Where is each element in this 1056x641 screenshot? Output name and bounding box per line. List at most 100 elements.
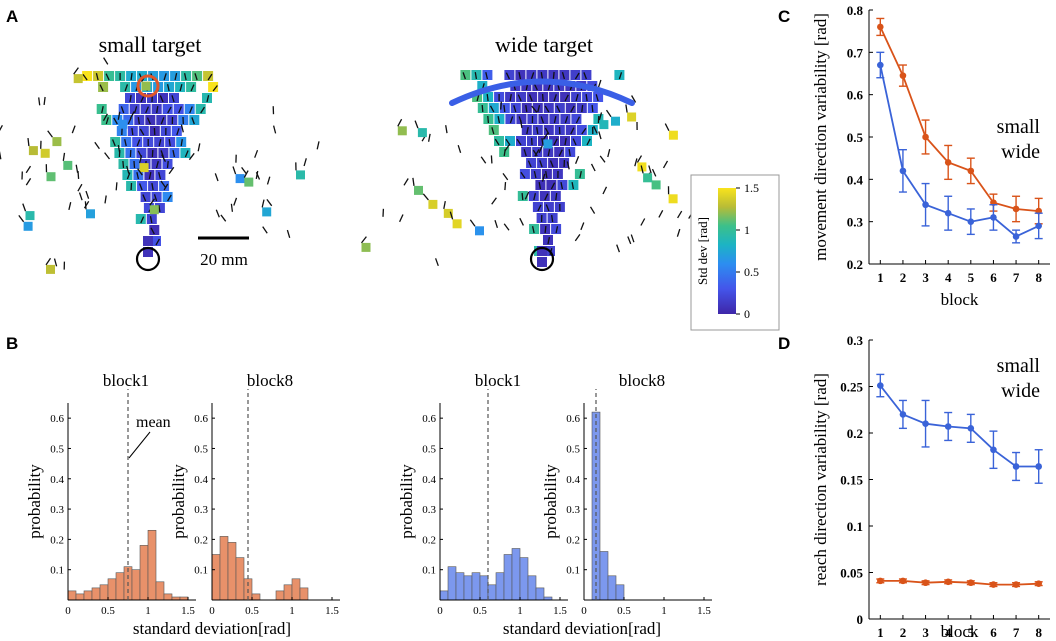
heatmap-cell [535, 180, 546, 190]
heatmap-cell [611, 116, 620, 126]
x-tick-label: 1 [661, 605, 667, 617]
heatmap-cell [98, 82, 109, 92]
colorbar-tick-label: 0.5 [744, 265, 759, 279]
direction-arrow [558, 149, 563, 157]
heatmap-cell [582, 136, 592, 146]
direction-arrow [167, 106, 172, 114]
direction-arrow [241, 167, 247, 175]
direction-arrow [155, 238, 160, 246]
heatmap-cell [361, 242, 371, 252]
y-tick-label: 0.6 [566, 413, 580, 425]
direction-arrow [469, 219, 476, 227]
direction-arrow [544, 225, 547, 234]
heatmap-cell [156, 115, 167, 125]
direction-arrow [316, 141, 320, 150]
x-tick-label: 3 [922, 625, 929, 640]
heatmap-cell [86, 209, 95, 219]
x-tick-label: 0.5 [101, 605, 115, 617]
direction-arrow [445, 125, 448, 134]
data-point [967, 167, 975, 175]
direction-arrow [566, 161, 570, 170]
x-axis-label: block [941, 290, 979, 309]
data-point [922, 201, 929, 209]
heatmap-cell [46, 172, 56, 182]
data-point [922, 133, 929, 141]
direction-arrow [552, 71, 555, 80]
data-point [944, 159, 952, 166]
legend-wide: wide [1001, 141, 1040, 163]
direction-arrow [163, 73, 167, 81]
direction-arrow [78, 192, 83, 201]
x-tick-label: 0 [581, 605, 587, 617]
data-point [967, 218, 975, 225]
hist-bar [211, 554, 221, 601]
heatmap-cell [504, 70, 515, 80]
direction-arrow [412, 177, 415, 186]
direction-arrow [25, 165, 32, 174]
data-point [1035, 580, 1042, 587]
x-tick-label: 0 [65, 605, 71, 617]
direction-arrow [547, 236, 551, 245]
heatmap-cell [195, 104, 206, 114]
direction-arrow [521, 192, 524, 201]
hist-bar [495, 572, 505, 601]
hist-bar [147, 529, 157, 601]
colorbar-tick-label: 1.5 [744, 181, 759, 195]
direction-arrow [403, 178, 409, 186]
direction-arrow [160, 117, 165, 125]
heatmap-cell [571, 92, 582, 102]
heatmap-cell [173, 104, 184, 114]
direction-arrow [533, 193, 537, 201]
direction-arrow [494, 220, 499, 228]
direction-arrow [303, 158, 307, 167]
heatmap-cell [548, 158, 559, 168]
direction-arrow [581, 127, 587, 135]
series-wide [876, 51, 1043, 244]
hist-bar [479, 575, 489, 601]
y-tick-label: 0.2 [50, 534, 64, 546]
direction-arrow [537, 105, 541, 113]
direction-arrow [631, 95, 637, 103]
heatmap-cell [557, 180, 568, 190]
hist-bar [155, 581, 165, 601]
heatmap-cell [571, 136, 581, 146]
direction-arrow [651, 168, 657, 177]
data-point [990, 214, 997, 221]
direction-arrow [625, 104, 628, 113]
direction-arrow [105, 117, 109, 125]
heatmap-cell [132, 137, 143, 147]
heatmap-cell [101, 115, 112, 125]
x-tick-label: 3 [922, 270, 929, 285]
direction-arrow [145, 106, 149, 114]
y-tick-label: 0.2 [847, 426, 863, 441]
heatmap-cell [549, 92, 560, 102]
direction-arrow [560, 181, 564, 190]
direction-arrow [490, 155, 493, 164]
direction-arrow [105, 73, 110, 81]
x-tick-label: 5 [968, 625, 975, 640]
heatmap-cell [537, 257, 547, 267]
direction-arrow [517, 94, 522, 102]
heatmap-cell [192, 71, 203, 81]
direction-arrow [190, 84, 195, 92]
hist-bar [463, 575, 473, 601]
x-tick-label: 0.5 [245, 605, 259, 617]
direction-arrow [120, 106, 125, 114]
data-point [877, 23, 884, 31]
hist-title: block8 [247, 371, 293, 390]
heatmap-cell [516, 92, 527, 102]
direction-arrow [607, 149, 611, 158]
direction-arrow [214, 173, 219, 182]
wide-target-title: wide target [495, 32, 593, 57]
direction-arrow [266, 176, 271, 185]
hist-title: block1 [475, 371, 521, 390]
heatmap-cell [143, 203, 154, 213]
direction-arrow [427, 133, 431, 142]
direction-arrow [504, 182, 507, 191]
direction-arrow [254, 149, 259, 158]
direction-arrow [533, 83, 538, 91]
direction-arrow [129, 94, 132, 103]
heatmap-cell [614, 70, 625, 80]
direction-arrow [18, 215, 25, 223]
x-axis-label: block [941, 622, 979, 641]
